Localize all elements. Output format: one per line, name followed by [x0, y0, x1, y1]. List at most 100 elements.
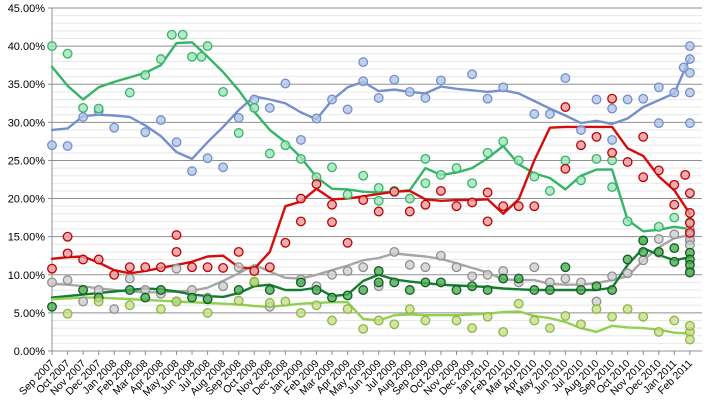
- poll-dot-light-green: [311, 300, 322, 311]
- poll-dot-dark-green: [669, 243, 680, 254]
- poll-dot-light-green: [684, 334, 695, 345]
- y-axis-label: 25.00%: [8, 155, 46, 167]
- poll-dot-light-green: [544, 323, 555, 334]
- poll-dot-blue: [420, 92, 431, 103]
- poll-dot-green: [420, 178, 431, 189]
- poll-dot-green: [327, 162, 337, 173]
- poll-dot-light-green: [638, 311, 649, 322]
- poll-dot-red: [653, 165, 664, 176]
- poll-dot-light-green: [327, 315, 337, 326]
- poll-dot-blue: [358, 76, 369, 87]
- y-axis-label: 0.00%: [14, 346, 45, 358]
- poll-dot-red: [171, 246, 182, 257]
- poll-dot-red: [140, 262, 151, 273]
- y-axis-label: 5.00%: [14, 308, 45, 320]
- poll-dot-dark-green: [404, 285, 415, 295]
- poll-dot-dark-green: [47, 301, 57, 312]
- poll-dot-grey: [342, 266, 353, 276]
- poll-dot-grey: [47, 277, 57, 288]
- poll-dot-dark-green: [498, 273, 509, 284]
- poll-dot-blue: [576, 125, 586, 135]
- poll-dot-light-green: [684, 320, 695, 331]
- poll-dot-green: [498, 136, 509, 147]
- poll-dot-dark-green: [389, 277, 400, 288]
- poll-dot-blue: [109, 122, 120, 133]
- poll-dot-green: [358, 170, 369, 181]
- poll-dot-red: [373, 206, 384, 217]
- poll-dot-red: [358, 195, 369, 206]
- poll-dot-green: [264, 148, 275, 159]
- poll-dot-light-green: [482, 311, 493, 322]
- poll-dot-red: [342, 237, 353, 248]
- series-line-green: [50, 41, 692, 233]
- poll-dot-dark-green: [591, 281, 602, 292]
- poll-dot-grey: [622, 268, 633, 279]
- poll-dot-green: [249, 102, 260, 113]
- poll-dot-dark-green: [187, 292, 197, 303]
- poll-dot-red: [684, 188, 695, 199]
- poll-dot-red: [109, 269, 120, 280]
- poll-dot-blue: [155, 115, 166, 126]
- poll-dot-blue: [684, 87, 695, 98]
- poll-dot-blue: [684, 41, 695, 52]
- poll-dot-grey: [218, 281, 229, 292]
- poll-dot-green: [342, 189, 353, 200]
- poll-dot-grey: [358, 262, 369, 273]
- poll-dot-blue: [280, 78, 291, 89]
- poll-dot-red: [171, 230, 182, 241]
- poll-dot-blue: [311, 113, 322, 124]
- poll-dot-red: [669, 179, 680, 190]
- poll-dot-red: [311, 179, 322, 190]
- poll-dot-blue: [264, 102, 275, 113]
- poll-dot-dark-green: [576, 285, 586, 295]
- poll-dot-dark-green: [638, 246, 649, 257]
- poll-dot-light-green: [653, 326, 664, 337]
- poll-dot-green: [482, 147, 493, 158]
- poll-dot-grey: [171, 263, 182, 274]
- poll-dot-blue: [218, 162, 229, 173]
- poll-dot-red: [202, 262, 213, 273]
- poll-dot-green: [47, 41, 57, 52]
- poll-dot-green: [669, 212, 680, 223]
- poll-dot-blue: [342, 104, 353, 115]
- poll-dot-blue: [498, 82, 509, 93]
- poll-dot-grey: [404, 259, 415, 270]
- poll-dot-red: [124, 262, 135, 273]
- poll-dot-dark-green: [373, 277, 384, 288]
- poll-dot-green: [295, 153, 306, 164]
- poll-dot-green: [576, 175, 586, 186]
- poll-dot-red: [62, 231, 73, 242]
- poll-dot-dark-green: [669, 256, 680, 267]
- poll-dot-green: [177, 29, 188, 40]
- poll-dot-light-green: [93, 296, 104, 307]
- poll-dot-dark-green: [560, 262, 571, 273]
- poll-dot-red: [680, 169, 691, 180]
- poll-dot-light-green: [233, 295, 244, 306]
- poll-dot-light-green: [62, 308, 73, 319]
- poll-dot-red: [576, 140, 586, 151]
- poll-dot-red: [295, 216, 306, 227]
- poll-dot-dark-green: [544, 285, 555, 295]
- poll-dot-green: [166, 29, 177, 40]
- poll-dot-green: [187, 51, 197, 62]
- poll-dot-green: [202, 41, 213, 52]
- y-axis-label: 20.00%: [8, 194, 46, 206]
- poll-dot-blue: [187, 166, 197, 177]
- poll-dot-blue: [373, 92, 384, 103]
- poll-dot-blue: [249, 94, 260, 105]
- poll-dot-dark-green: [311, 285, 322, 295]
- y-axis-label: 30.00%: [8, 117, 46, 129]
- poll-dot-light-green: [576, 319, 586, 330]
- poll-dot-red: [513, 201, 524, 212]
- poll-dot-dark-green: [684, 267, 695, 278]
- poll-dot-red: [327, 217, 337, 228]
- poll-dot-light-green: [467, 323, 478, 334]
- poll-dot-dark-green: [358, 285, 369, 295]
- poll-dot-light-green: [622, 304, 633, 315]
- poll-dot-dark-green: [435, 277, 446, 288]
- y-axis-label: 40.00%: [8, 41, 46, 53]
- poll-dot-green: [124, 87, 135, 98]
- poll-dot-grey: [327, 269, 337, 280]
- poll-dot-light-green: [342, 304, 353, 315]
